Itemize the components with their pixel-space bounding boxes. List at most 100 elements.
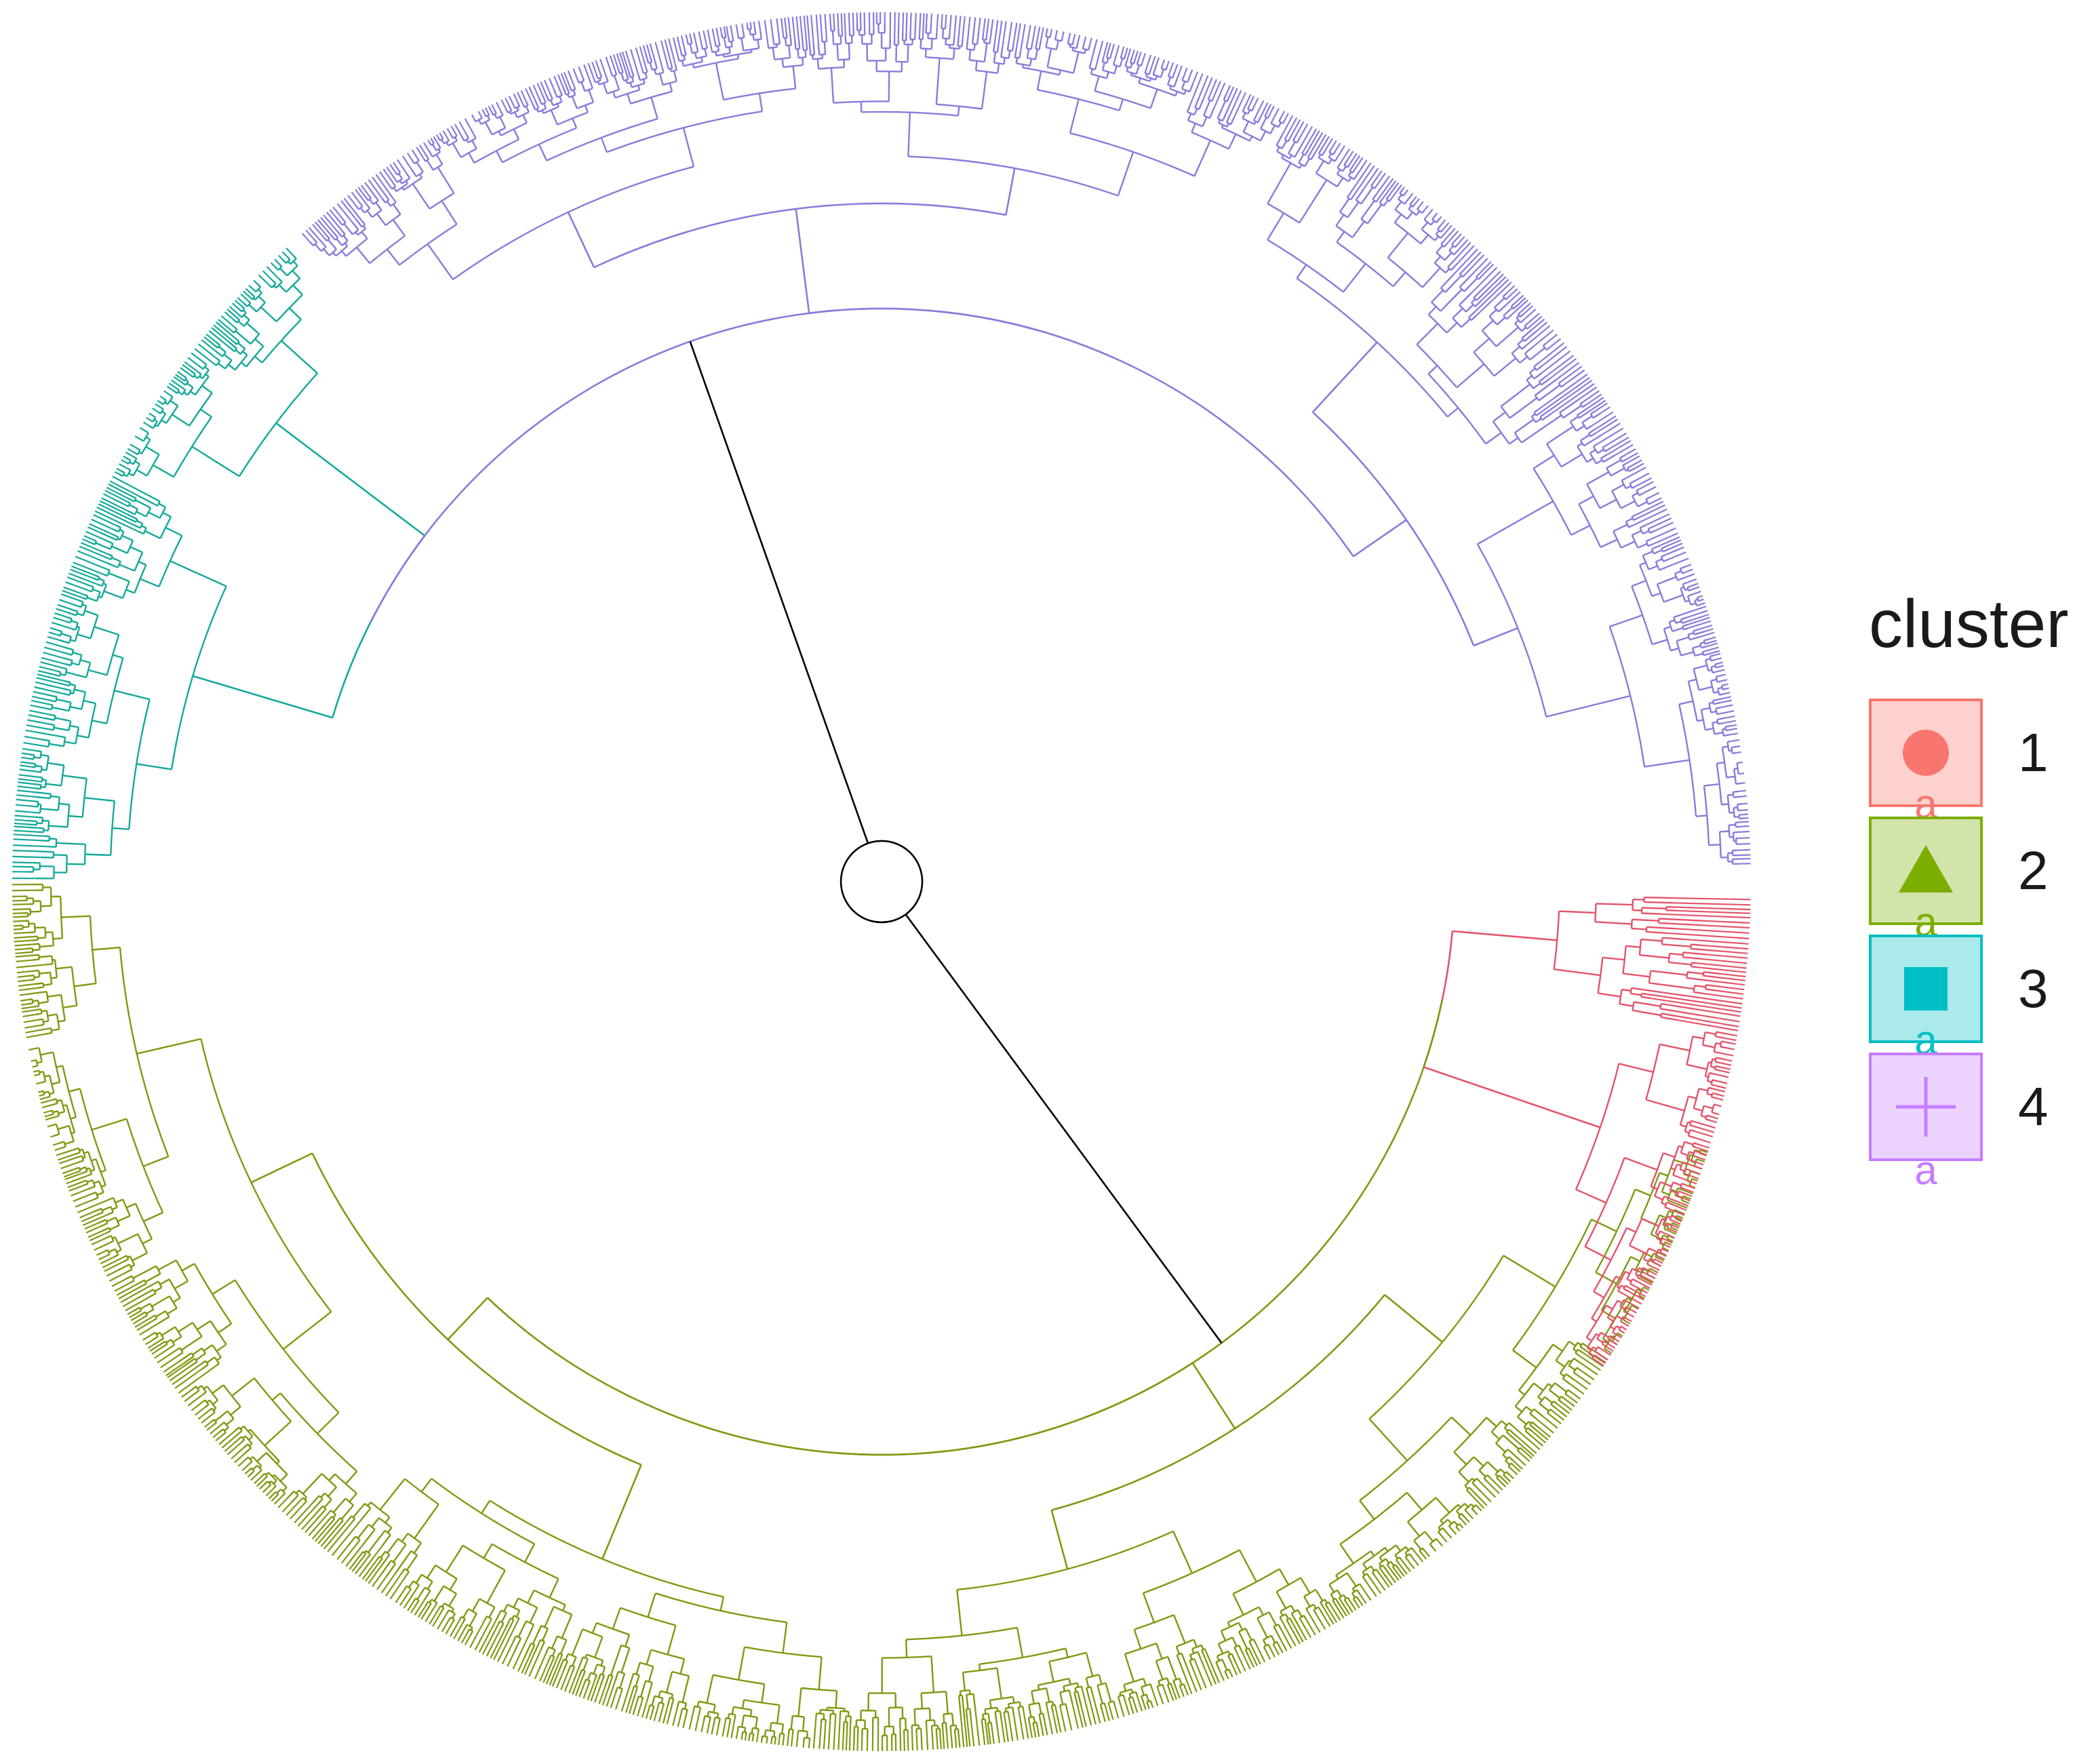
dendrogram-arc xyxy=(38,943,41,950)
dendrogram-leaf xyxy=(1501,1478,1509,1485)
dendrogram-leaf xyxy=(668,38,676,65)
dendrogram-leaf xyxy=(187,1393,204,1407)
dendrogram-branch xyxy=(1686,1063,1707,1070)
dendrogram-branch xyxy=(1436,218,1441,223)
dendrogram-branch xyxy=(1718,722,1724,725)
dendrogram-branch xyxy=(1166,77,1172,85)
dendrogram-branch xyxy=(538,144,548,161)
dendrogram-leaf xyxy=(262,1487,269,1493)
dendrogram-leaf xyxy=(1585,393,1602,406)
dendrogram-branch xyxy=(1451,241,1455,246)
dendrogram-branch xyxy=(1575,1188,1606,1204)
dendrogram-arc xyxy=(1573,1342,1579,1350)
dendrogram-branch xyxy=(72,1147,79,1151)
dendrogram-leaf xyxy=(1614,444,1634,456)
dendrogram-branch xyxy=(216,351,223,357)
dendrogram-branch xyxy=(1269,125,1276,134)
dendrogram-branch xyxy=(1465,304,1474,313)
dendrogram-branch xyxy=(1630,1256,1640,1262)
dendrogram-branch xyxy=(412,160,416,164)
dendrogram-branch xyxy=(1716,1031,1725,1034)
dendrogram-leaf xyxy=(1692,613,1710,621)
dendrogram-leaf xyxy=(1684,568,1693,574)
dendrogram-branch xyxy=(1651,1185,1658,1190)
dendrogram-arc xyxy=(370,307,1116,623)
dendrogram-branch xyxy=(1595,921,1632,925)
dendrogram-branch xyxy=(471,140,477,149)
dendrogram-leaf xyxy=(122,1298,137,1308)
dendrogram-branch xyxy=(263,1475,269,1480)
dendrogram-branch xyxy=(1632,909,1642,912)
dendrogram-leaf xyxy=(1339,149,1351,165)
dendrogram-branch xyxy=(106,1253,111,1257)
dendrogram-branch xyxy=(1507,1449,1516,1456)
dendrogram-branch xyxy=(123,1258,129,1262)
dendrogram-leaf xyxy=(1083,36,1087,43)
dendrogram-branch xyxy=(405,180,409,184)
dendrogram-branch xyxy=(610,1645,623,1676)
dendrogram-branch xyxy=(945,1723,948,1733)
dendrogram-branch xyxy=(355,218,363,228)
dendrogram-arc xyxy=(600,1673,605,1677)
dendrogram-arc xyxy=(1082,47,1089,51)
dendrogram-branch xyxy=(1477,501,1554,545)
dendrogram-leaf xyxy=(1352,162,1372,190)
dendrogram-leaf xyxy=(676,36,681,48)
dendrogram-branch xyxy=(392,182,397,187)
dendrogram-arc xyxy=(1448,250,1455,256)
dendrogram-branch xyxy=(33,800,39,803)
dendrogram-branch xyxy=(594,1674,598,1681)
dendrogram-leaf xyxy=(270,262,277,269)
dendrogram-arc xyxy=(1113,64,1121,68)
dendrogram-branch xyxy=(797,1730,799,1735)
dendrogram-branch xyxy=(1648,1247,1658,1253)
dendrogram-arc xyxy=(82,606,87,616)
dendrogram-leaf xyxy=(799,16,804,38)
dendrogram-branch xyxy=(1131,1696,1134,1700)
dendrogram-branch xyxy=(33,1059,37,1062)
dendrogram-branch xyxy=(429,1599,433,1603)
dendrogram-leaf xyxy=(1073,33,1076,41)
dendrogram-branch xyxy=(1193,1639,1198,1647)
dendrogram-arc xyxy=(840,1710,849,1712)
dendrogram-leaf xyxy=(1490,273,1504,288)
dendrogram-leaf xyxy=(204,1422,212,1428)
dendrogram-leaf xyxy=(1699,595,1703,597)
dendrogram-branch xyxy=(293,256,297,260)
dendrogram-leaf xyxy=(469,1620,486,1648)
dendrogram-leaf xyxy=(1018,1709,1025,1740)
dendrogram-leaf xyxy=(1027,24,1031,43)
dendrogram-leaf xyxy=(1490,1477,1503,1491)
dendrogram-leaf xyxy=(945,14,947,26)
dendrogram-leaf xyxy=(1406,189,1409,193)
dendrogram-branch xyxy=(1352,519,1407,557)
dendrogram-leaf xyxy=(155,403,161,408)
dendrogram-branch xyxy=(1133,1629,1142,1649)
dendrogram-branch xyxy=(420,1478,433,1493)
dendrogram-leaf xyxy=(311,1521,329,1540)
dendrogram-arc xyxy=(551,1654,555,1658)
dendrogram-branch xyxy=(1267,212,1285,241)
dendrogram-branch xyxy=(141,490,161,503)
dendrogram-leaf xyxy=(18,983,34,987)
dendrogram-leaf xyxy=(1157,1689,1164,1705)
dendrogram-branch xyxy=(100,532,117,541)
dendrogram-leaf xyxy=(1547,355,1575,376)
dendrogram-arc xyxy=(1063,1682,1078,1687)
dendrogram-leaf xyxy=(1107,43,1111,54)
dendrogram-arc xyxy=(189,392,213,427)
dendrogram-branch xyxy=(1270,1635,1276,1643)
dendrogram-branch xyxy=(514,111,518,118)
dendrogram-leaf xyxy=(711,28,716,42)
dendrogram-leaf xyxy=(1033,1726,1037,1738)
dendrogram-leaf xyxy=(14,819,29,822)
dendrogram-branch xyxy=(1473,1456,1484,1467)
dendrogram-branch xyxy=(1383,199,1389,207)
dendrogram-arc xyxy=(538,107,547,113)
dendrogram-leaf xyxy=(1695,1146,1709,1152)
dendrogram-arc xyxy=(334,237,338,241)
dendrogram-leaf xyxy=(755,1732,759,1742)
dendrogram-branch xyxy=(1498,302,1509,313)
dendrogram-branch xyxy=(745,1732,747,1736)
dendrogram-leaf xyxy=(1044,1720,1048,1736)
